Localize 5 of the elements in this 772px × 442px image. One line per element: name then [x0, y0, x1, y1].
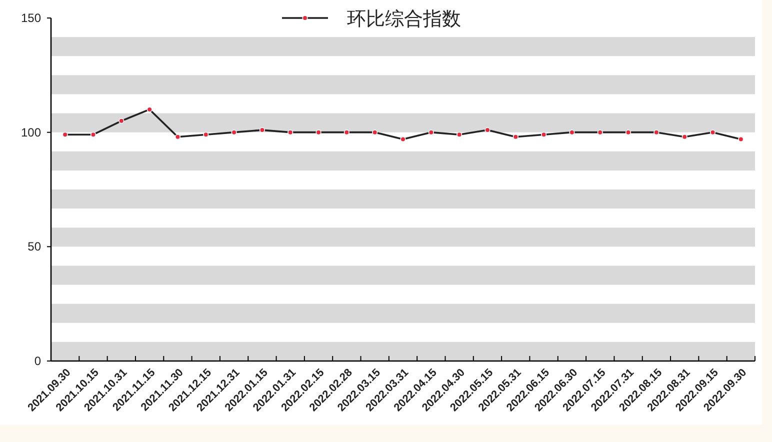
- y-tick-label: 0: [34, 354, 42, 368]
- legend-label: 环比综合指数: [347, 9, 461, 30]
- y-tick-label: 100: [20, 125, 42, 140]
- y-tick-label: 50: [28, 240, 42, 254]
- y-tick-label: 150: [20, 11, 42, 25]
